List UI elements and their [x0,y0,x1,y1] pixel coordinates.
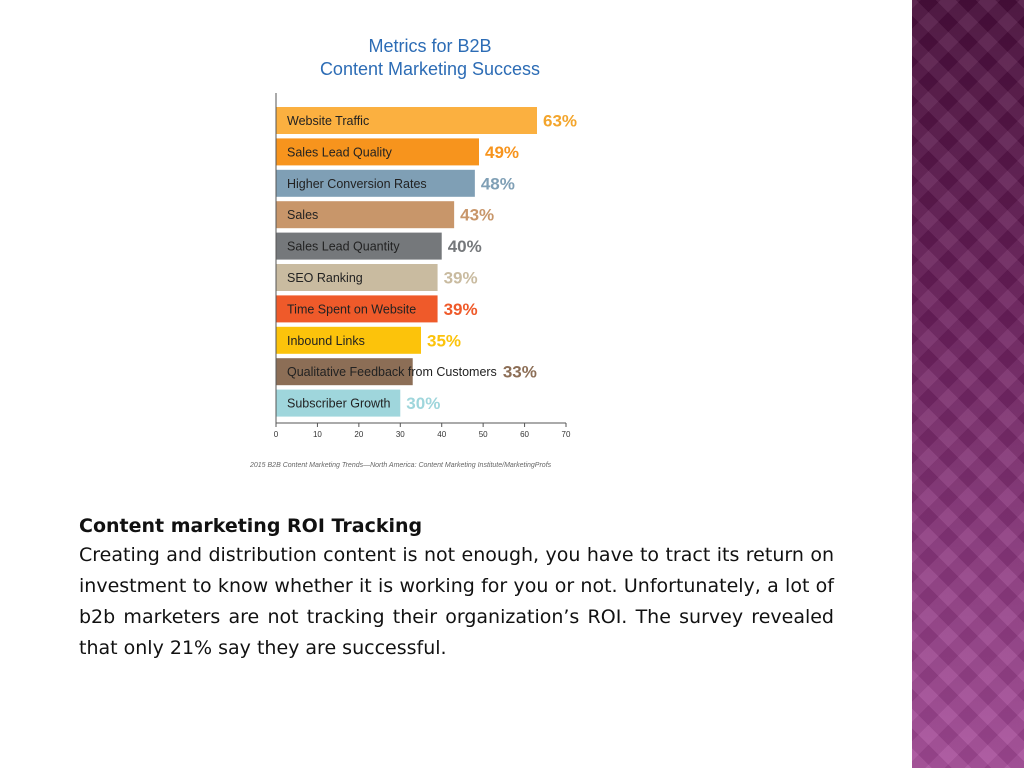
bar-value-label: 39% [444,300,478,319]
x-tick-label: 20 [354,430,363,439]
bar [276,358,413,386]
section-body: Creating and distribution content is not… [79,544,834,659]
bar-category-label: Higher Conversion Rates [287,177,427,191]
bar-category-label: Qualitative Feedback from Customers [287,365,497,379]
bars-group: Website Traffic Sales Lead Quality Higher … [276,107,577,417]
bar [276,138,479,166]
x-tick-label: 50 [479,430,488,439]
x-tick-label: 30 [396,430,405,439]
x-tick-label: 0 [274,430,279,439]
chart-title-line-1: Metrics for B2B [368,36,491,56]
bar [276,169,475,197]
bar [276,264,438,291]
x-tick-label: 10 [313,430,322,439]
bar-value-label: 30% [406,394,440,413]
bar-value-label: 49% [485,143,519,162]
bar-category-label: Sales [287,208,318,222]
bar-value-label: 40% [448,237,482,256]
bar-value-label: 63% [543,112,577,131]
bar [276,326,421,354]
chart-title-line-2: Content Marketing Success [320,59,540,79]
x-tick-label: 40 [437,430,446,439]
bar-category-label: Inbound Links [287,334,365,348]
bar-value-label: 33% [503,363,537,382]
source-note: 2015 B2B Content Marketing Trends—North … [249,462,552,469]
decorative-side-panel [912,0,1024,768]
x-tick-label: 60 [520,430,529,439]
bar-category-label: Sales Lead Quality [287,145,393,159]
bar-value-label: 43% [460,206,494,225]
bar-value-label: 35% [427,331,461,350]
bar-category-label: Time Spent on Website [287,302,416,316]
bar [276,201,455,229]
bar-category-label: SEO Ranking [287,271,363,285]
bar [276,295,438,323]
bar-value-label: 39% [444,269,478,288]
bar-category-label: Website Traffic [287,114,369,128]
section-heading: Content marketing ROI Tracking [79,515,423,537]
bar-category-label: Sales Lead Quantity [287,240,400,254]
bar [276,107,537,134]
bar-category-label: Subscriber Growth [287,397,391,411]
text-section: Content marketing ROI Tracking Creating … [79,512,834,664]
bar [276,389,401,417]
x-tick-label: 70 [562,430,571,439]
bar [276,232,442,260]
bar-value-label: 48% [481,174,515,193]
x-axis: 0 10 20 30 40 50 60 70 [274,93,571,439]
bar-chart: Metrics for B2B Content Marketing Succes… [249,36,577,469]
